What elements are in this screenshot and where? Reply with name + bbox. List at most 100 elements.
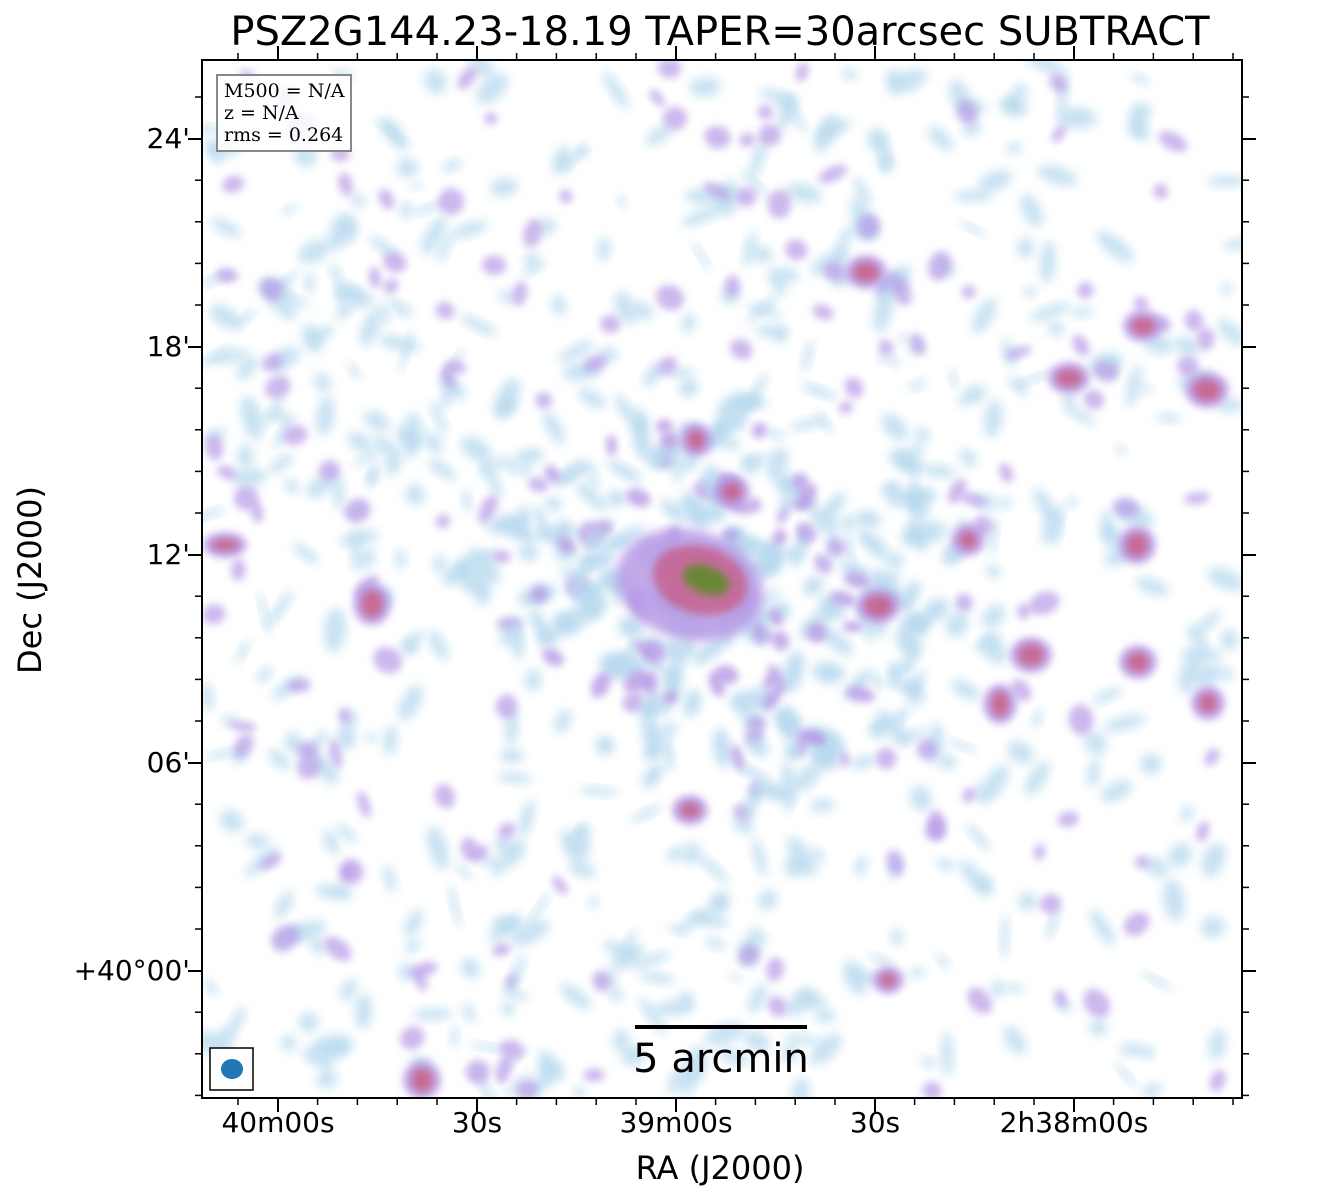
emission-blob [842,620,863,633]
beam-marker [209,1047,254,1091]
emission-blob [607,490,625,507]
emission-blob [583,354,608,373]
emission-blob [504,1071,532,1098]
emission-blob [747,715,767,730]
emission-blob [680,636,696,658]
emission-blob [784,856,806,878]
emission-blob [721,528,739,541]
emission-blob [1195,820,1210,842]
emission-blob [264,375,291,399]
emission-blob [1025,60,1067,75]
emission-blob [1055,107,1098,129]
axis-ticks [188,46,1256,1112]
emission-blob [438,188,465,215]
emission-blob [351,193,366,208]
emission-blob [775,326,788,344]
emission-blob [643,720,664,757]
emission-blob [1016,603,1031,620]
emission-blob [523,218,543,248]
emission-blob [920,1057,937,1068]
emission-blob [1220,282,1232,296]
emission-blob [235,639,250,664]
emission-blob [523,252,540,268]
emission-blob [495,1055,513,1084]
emission-blob [535,392,553,409]
emission-blob [1012,370,1055,387]
emission-blob [1123,911,1150,937]
emission-blob [1089,1019,1108,1036]
emission-blob [516,1080,538,1098]
emission-blob [483,457,503,499]
emission-blob [330,263,342,284]
emission-blob [202,604,226,625]
source-info-box: M500 = N/A z = N/A rms = 0.264 [216,74,353,152]
emission-blob [575,482,608,512]
emission-blob [469,1042,506,1052]
emission-blob [873,288,894,334]
emission-blob [1068,704,1094,736]
emission-blob [791,1077,810,1098]
emission-blob [678,991,694,1008]
emission-blob [602,71,630,110]
emission-blob [810,1033,842,1065]
emission-blob [908,379,926,391]
emission-blob [692,636,728,665]
emission-blob [729,972,741,983]
x-tick-label: 2h38m00s [999,1106,1149,1139]
emission-blob [1057,811,1080,827]
emission-blob [712,898,725,910]
emission-blob [823,262,846,282]
emission-blob [1206,175,1242,187]
emission-blob [1141,971,1174,991]
emission-blob [680,802,700,818]
emission-blob [211,539,239,551]
emission-blob [1004,94,1022,113]
emission-blob [878,339,894,356]
emission-blob [757,889,778,911]
emission-blob [497,398,517,417]
emission-blob [895,727,927,746]
emission-blob [318,460,340,481]
emission-blob [840,227,852,245]
emission-blob [681,205,725,227]
emission-blob [737,764,769,782]
emission-blob [266,589,294,628]
emission-blob [1077,282,1094,299]
emission-blob [749,137,767,181]
emission-blob [423,431,443,454]
emission-blob [842,68,858,80]
emission-blob [568,860,596,878]
emission-blob [472,572,491,605]
emission-blob [682,564,730,596]
emission-blob [812,662,845,684]
emission-blob [497,772,533,784]
emission-blob [338,858,364,885]
emission-blob [378,335,421,352]
emission-blob [1018,644,1044,666]
emission-blob [759,88,799,107]
emission-blob [476,73,509,105]
emission-blob [280,1034,297,1052]
emission-blob [751,246,773,263]
emission-blob [880,973,896,987]
emission-blob [490,178,519,197]
emission-blob [747,738,769,757]
emission-blob [1096,231,1134,263]
emission-blob [1054,989,1068,1007]
emission-blob [553,519,573,544]
emission-blob [885,70,903,87]
emission-blob [551,294,567,316]
emission-blob [451,221,488,239]
emission-blob [1209,1069,1226,1092]
emission-blob [875,747,897,770]
emission-blob [927,126,954,151]
emission-blob [583,1068,605,1082]
emission-blob [803,576,824,596]
emission-blob [1010,679,1032,702]
emission-blob [936,857,954,872]
emission-blob [967,987,993,1014]
emission-blob [851,755,875,770]
emission-blob [792,764,821,792]
emission-blob [1033,487,1057,523]
emission-blob [959,448,977,467]
